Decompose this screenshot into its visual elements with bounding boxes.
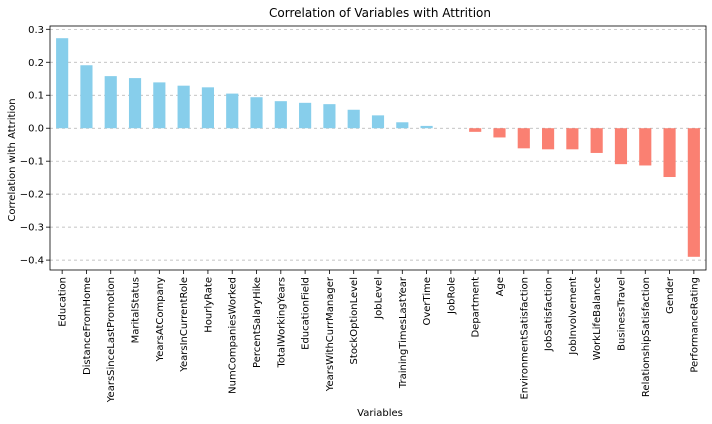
y-tick-label: −0.3 [20,223,44,234]
y-tick-label: −0.4 [20,256,44,267]
x-axis: Education DistanceFromHome YearsSinceLastP… [58,270,700,403]
x-tick-label: StockOptionLevel [349,277,360,364]
bars-group [56,38,700,257]
bar-distancefromhome [80,65,93,129]
x-tick-label: JobInvolvement [568,277,579,356]
bar-gender [663,128,676,178]
x-tick-label: Department [471,277,482,338]
bar-jobsatisfaction [542,128,555,150]
bar-hourlyrate [201,87,214,129]
bar-yearswithcurrmanager [323,104,336,129]
bar-environmentsatisfaction [517,128,530,149]
x-tick-label: EnvironmentSatisfaction [519,277,530,400]
y-tick-label: 0.0 [28,124,44,135]
bar-yearsincurrentrole [177,85,190,129]
bar-numcompaniesworked [226,93,239,129]
gridlines [50,28,706,261]
x-tick-label: JobRole [446,277,457,315]
bar-yearsatcompany [153,82,166,129]
bar-department [469,128,482,132]
y-axis-title: Correlation with Attrition [7,98,18,221]
bar-percentsalaryhike [250,97,263,129]
bar-jobinvolvement [566,128,579,150]
y-tick-label: −0.2 [20,190,44,201]
x-tick-label: DistanceFromHome [82,277,93,375]
y-tick-label: −0.1 [20,157,44,168]
y-tick-label: 0.2 [28,58,44,69]
bar-trainingtimeslastyear [396,122,409,129]
bar-education [56,38,69,129]
x-tick-label: Education [58,277,69,327]
bar-relationshipsatisfaction [639,128,652,166]
bar-overtime [420,125,433,129]
x-tick-label: EducationField [301,277,312,350]
bar-age [493,128,506,138]
x-tick-label: YearsSinceLastPromotion [106,277,117,403]
bar-stockoptionlevel [347,109,360,129]
x-tick-label: OverTime [422,277,433,326]
bar-performancerating [687,128,700,257]
x-tick-label: YearsInCurrentRole [179,277,190,373]
bar-yearssincelastpromotion [104,76,117,129]
x-tick-label: TrainingTimesLastYear [398,276,409,389]
bar-totalworkingyears [274,101,287,129]
x-tick-label: MaritalStatus [131,277,142,343]
x-tick-label: NumCompaniesWorked [228,277,239,394]
x-tick-label: PerformanceRating [689,277,700,373]
x-tick-label: JobSatisfaction [544,277,555,352]
y-tick-label: 0.3 [28,25,44,36]
bar-joblevel [371,115,385,129]
x-tick-label: JobLevel [374,277,385,320]
x-tick-label: BusinessTravel [616,277,627,351]
bar-worklifebalance [590,128,603,153]
x-tick-label: Age [495,277,506,296]
x-axis-title: Variables [357,408,403,419]
x-tick-label: PercentSalaryHike [252,277,263,368]
x-tick-label: WorkLifeBalance [592,277,603,360]
bar-maritalstatus [128,78,142,129]
x-tick-label: TotalWorkingYears [276,277,287,369]
chart-title: Correlation of Variables with Attrition [269,6,491,20]
y-axis: 0.3 0.2 0.1 0.0 −0.1 −0.2 −0.3 −0.4 [20,25,50,267]
y-tick-label: 0.1 [28,91,44,102]
x-tick-label: Gender [665,276,676,314]
bar-educationfield [299,102,312,129]
bar-businesstravel [614,128,628,165]
x-tick-label: YearsWithCurrManager [325,276,336,392]
x-tick-label: HourlyRate [203,277,214,333]
x-tick-label: RelationshipSatisfaction [641,277,652,397]
x-tick-label: YearsAtCompany [155,277,166,363]
